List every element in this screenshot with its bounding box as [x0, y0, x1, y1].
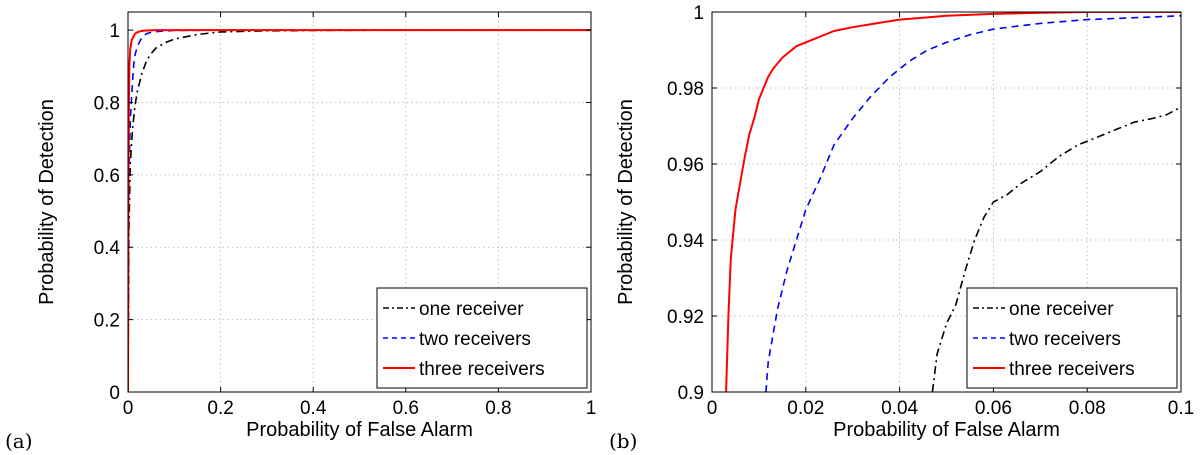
- series-line-1: [128, 29, 591, 392]
- x-tick-label: 0.4: [300, 398, 327, 419]
- y-tick-label: 0.4: [94, 238, 121, 259]
- x-axis-label: Probability of False Alarm: [246, 419, 473, 441]
- y-axis-label: Probability of Detection: [615, 99, 637, 305]
- legend-label-1: two receivers: [1009, 329, 1121, 350]
- axes-box: [711, 11, 1182, 393]
- legend-label-2: three receivers: [1009, 359, 1135, 380]
- y-tick-label: 0.94: [667, 231, 704, 252]
- series-group: [725, 12, 1181, 392]
- legend: one receiver two receivers three receivers: [966, 287, 1178, 389]
- panel-b: 0 0.02 0.04 0.06 0.08 0.1 0.9 0.92 0.94 0.96 0.98 1…: [609, 3, 1194, 453]
- y-tick-label: 0.96: [667, 155, 704, 176]
- legend-box: [376, 287, 588, 389]
- x-tick-label: 0.02: [787, 398, 824, 419]
- y-axis-label: Probability of Detection: [36, 99, 58, 305]
- y-tick-label: 1: [109, 21, 120, 42]
- x-tick-label: 0: [707, 398, 718, 419]
- legend-label-2: three receivers: [419, 359, 545, 380]
- x-tick-label: 0.2: [207, 398, 233, 419]
- legend-label-0: one receiver: [1009, 299, 1114, 320]
- y-tick-label: 0.2: [94, 311, 120, 332]
- axes-box: [127, 11, 592, 393]
- series-line-0: [931, 106, 1181, 392]
- series-line-2: [128, 29, 591, 392]
- x-tick-label: 0.04: [881, 398, 918, 419]
- x-tick-label: 1: [586, 398, 597, 419]
- series-group: [128, 29, 591, 392]
- legend: one receiver two receivers three receivers: [376, 287, 588, 389]
- legend-label-1: two receivers: [419, 329, 531, 350]
- y-tick-label: 1: [693, 3, 704, 24]
- x-axis-label: Probability of False Alarm: [833, 419, 1060, 441]
- y-tick-label: 0: [109, 383, 120, 404]
- series-line-2: [725, 12, 1181, 392]
- x-tick-label: 0: [123, 398, 134, 419]
- y-tick-label: 0.8: [94, 93, 120, 114]
- y-tick-label: 0.6: [94, 166, 120, 187]
- y-tick-label: 0.92: [667, 307, 704, 328]
- x-tick-label: 0.08: [1069, 398, 1106, 419]
- panel-letter: (b): [609, 429, 637, 453]
- y-tick-label: 0.98: [667, 79, 704, 100]
- panel-letter: (a): [5, 429, 33, 453]
- series-line-1: [765, 15, 1181, 392]
- x-tick-label: 0.06: [975, 398, 1012, 419]
- legend-label-0: one receiver: [419, 299, 524, 320]
- x-tick-label: 0.1: [1168, 398, 1194, 419]
- y-tick-label: 0.9: [678, 383, 704, 404]
- panel-a: 0 0.2 0.4 0.6 0.8 1 0 0.2 0.4 0.6 0.8 1 Probability …: [5, 11, 597, 453]
- x-tick-label: 0.6: [393, 398, 419, 419]
- x-tick-label: 0.8: [485, 398, 511, 419]
